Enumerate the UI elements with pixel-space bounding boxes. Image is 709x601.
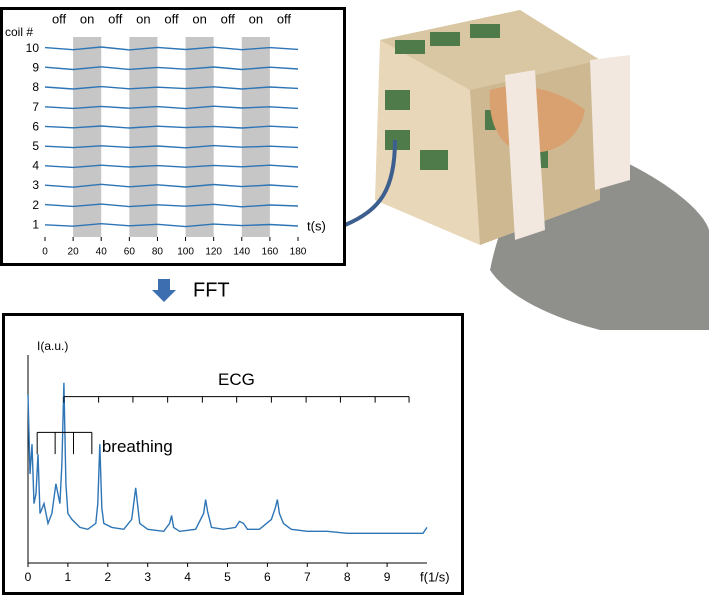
series-line xyxy=(44,125,299,129)
x-tick-label: 2 xyxy=(104,570,111,584)
x-tick-label: 140 xyxy=(233,247,250,258)
x-tick-label: 60 xyxy=(124,247,136,258)
period-label: on xyxy=(136,11,150,26)
caption: FFT xyxy=(193,279,230,301)
series-line xyxy=(27,382,428,534)
annotation-label: ECG xyxy=(218,370,255,389)
x-axis-label: f(1/s) xyxy=(420,569,450,584)
series-line xyxy=(44,222,299,228)
x-tick-label: 80 xyxy=(152,247,164,258)
x-tick-label: 20 xyxy=(68,247,80,258)
x-tick-label: 160 xyxy=(262,247,279,258)
x-axis-label: t(s) xyxy=(307,218,326,233)
series-line xyxy=(44,85,299,90)
annotation-label: breathing xyxy=(102,437,173,456)
x-tick-label: 0 xyxy=(42,247,48,258)
y-axis-label: I(a.u.) xyxy=(37,339,68,353)
stimulus-band xyxy=(185,37,214,237)
y-tick-label: 10 xyxy=(26,41,40,55)
x-tick-label: 3 xyxy=(144,570,151,584)
period-label: off xyxy=(164,11,179,26)
period-label: on xyxy=(80,11,94,26)
stimulus-band xyxy=(73,37,102,237)
series-line xyxy=(44,66,299,71)
series-line xyxy=(44,105,299,110)
panel-frame xyxy=(2,313,464,595)
y-tick-label: 6 xyxy=(32,119,39,133)
arrow xyxy=(152,279,176,302)
x-tick-label: 100 xyxy=(177,247,194,258)
period-label: on xyxy=(192,11,206,26)
y-tick-label: 7 xyxy=(32,100,39,114)
series-line xyxy=(44,203,299,208)
period-label: off xyxy=(221,11,236,26)
y-axis-label: coil # xyxy=(5,25,33,39)
period-label: on xyxy=(249,11,263,26)
y-tick-label: 5 xyxy=(32,139,39,153)
x-tick-label: 40 xyxy=(96,247,108,258)
device-photo xyxy=(344,10,709,330)
stimulus-band xyxy=(129,37,158,237)
period-label: off xyxy=(52,11,67,26)
spectrum-chart: 0 1 2 3 4 5 6 7 8 9 f(1/s) I(a.u.) ECG breathing xyxy=(25,339,450,584)
x-tick-label: 1 xyxy=(65,570,72,584)
y-tick-label: 4 xyxy=(32,159,39,173)
y-tick-label: 8 xyxy=(32,80,39,94)
series-line xyxy=(44,183,299,188)
x-tick-label: 9 xyxy=(384,570,391,584)
period-label: off xyxy=(277,11,292,26)
x-tick-label: 180 xyxy=(290,247,307,258)
stimulus-band xyxy=(241,37,270,237)
x-tick-label: 4 xyxy=(184,570,191,584)
series-line xyxy=(44,144,299,149)
panel-frame xyxy=(0,7,346,266)
x-tick-label: 120 xyxy=(205,247,222,258)
x-tick-label: 8 xyxy=(344,570,351,584)
y-tick-label: 1 xyxy=(32,217,39,231)
period-label: off xyxy=(108,11,123,26)
x-tick-label: 5 xyxy=(224,570,231,584)
series-line xyxy=(44,164,299,169)
x-tick-label: 0 xyxy=(25,570,32,584)
series-line xyxy=(44,46,299,51)
y-tick-label: 2 xyxy=(32,198,39,212)
y-tick-label: 9 xyxy=(32,61,39,75)
x-tick-label: 7 xyxy=(304,570,311,584)
y-tick-label: 3 xyxy=(32,178,39,192)
x-tick-label: 6 xyxy=(264,570,271,584)
